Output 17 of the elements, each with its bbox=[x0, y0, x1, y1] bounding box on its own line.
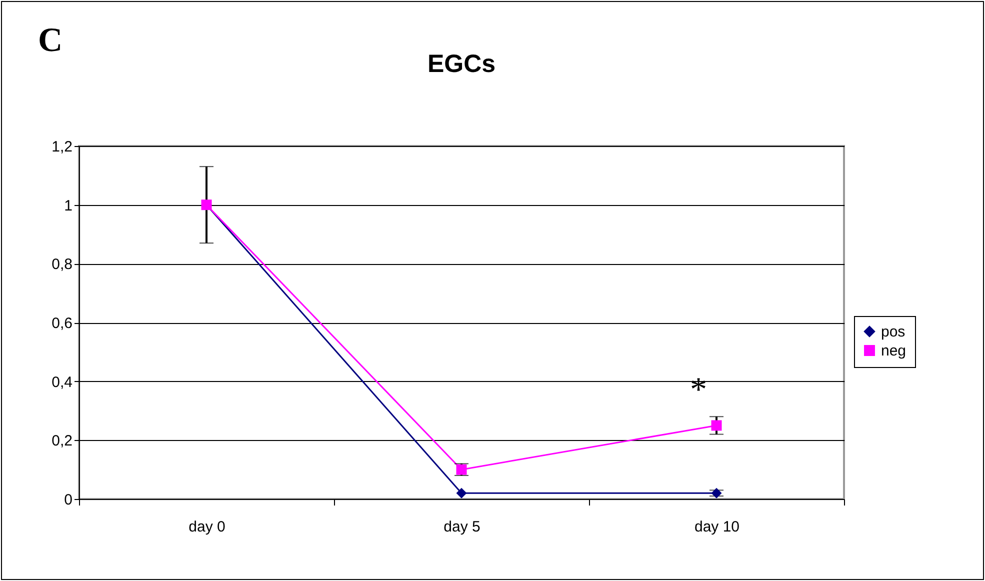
legend-label: pos bbox=[881, 324, 906, 340]
x-tick-label: day 5 bbox=[444, 518, 480, 536]
legend-label: neg bbox=[881, 342, 906, 360]
y-tick-label: 0,6 bbox=[52, 315, 72, 332]
y-tick-label: 1,2 bbox=[52, 138, 72, 156]
y-tick-label: 0 bbox=[64, 492, 72, 508]
text: C bbox=[38, 22, 63, 60]
point bbox=[711, 488, 722, 498]
y-tick-label: 1 bbox=[64, 197, 72, 214]
y-tick-label: 0,4 bbox=[52, 374, 72, 391]
x-tick-label: day 10 bbox=[694, 518, 740, 536]
y-tick-label: 0,8 bbox=[52, 256, 72, 274]
point bbox=[456, 488, 467, 498]
x-tick-label: day 0 bbox=[188, 518, 226, 536]
point bbox=[711, 420, 722, 431]
y-tick-label: 0,2 bbox=[52, 432, 72, 450]
chart-title: EGCs bbox=[427, 50, 496, 78]
